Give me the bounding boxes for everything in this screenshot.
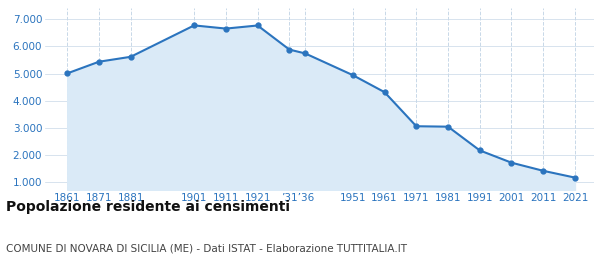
Text: Popolazione residente ai censimenti: Popolazione residente ai censimenti bbox=[6, 200, 290, 214]
Text: COMUNE DI NOVARA DI SICILIA (ME) - Dati ISTAT - Elaborazione TUTTITALIA.IT: COMUNE DI NOVARA DI SICILIA (ME) - Dati … bbox=[6, 244, 407, 254]
